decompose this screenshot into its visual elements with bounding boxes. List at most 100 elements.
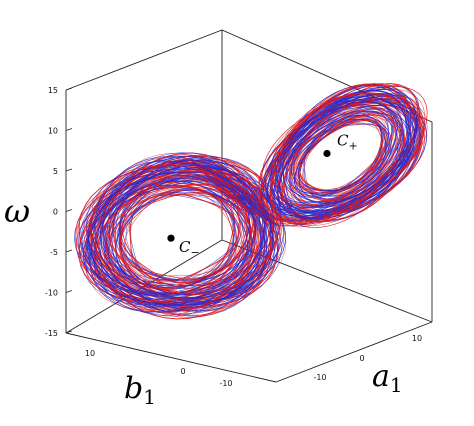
equilibrium-label-main: C xyxy=(179,238,191,256)
omega-tick-mark xyxy=(65,168,73,172)
red-trajectory xyxy=(289,110,405,209)
red-trajectory xyxy=(108,183,248,294)
blue-trajectory xyxy=(291,112,393,200)
omega-tick-label: -15 xyxy=(45,329,58,338)
c-minus-label: C− xyxy=(179,238,200,259)
red-trajectory xyxy=(217,187,266,221)
red-trajectory xyxy=(273,95,422,223)
box-front-left-floor xyxy=(65,332,277,383)
omega-tick-mark xyxy=(65,330,73,334)
red-trajectory xyxy=(121,193,241,286)
omega-tick-label: -5 xyxy=(50,248,58,257)
blue-trajectory xyxy=(303,123,388,196)
blue-trajectory xyxy=(119,192,243,287)
box-front-right-floor xyxy=(275,321,433,383)
red-trajectory xyxy=(90,164,279,313)
b1-tick-label: 10 xyxy=(85,349,95,358)
a1-axis-label-main: a xyxy=(372,359,390,394)
red-trajectory xyxy=(299,120,384,193)
blue-trajectory xyxy=(271,94,408,211)
a1-axis-label: a1 xyxy=(372,359,403,397)
blue-trajectory xyxy=(270,93,409,212)
blue-trajectory xyxy=(107,177,249,287)
red-trajectory xyxy=(271,94,426,226)
blue-trajectory xyxy=(264,88,412,215)
blue-trajectory xyxy=(77,157,267,312)
red-trajectory xyxy=(106,170,269,302)
blue-trajectory xyxy=(278,100,404,208)
red-trajectory xyxy=(130,191,241,282)
red-trajectory xyxy=(274,97,409,213)
red-trajectory xyxy=(270,92,425,225)
a1-tick-label: 0 xyxy=(359,354,364,363)
equilibrium-label-sub: + xyxy=(348,140,357,153)
blue-trajectory xyxy=(86,166,281,317)
blue-trajectory xyxy=(289,110,401,206)
red-trajectory xyxy=(109,175,260,295)
blue-trajectory xyxy=(279,102,417,219)
a1-tick-label: 10 xyxy=(412,334,422,343)
red-trajectory xyxy=(76,154,272,312)
red-trajectory xyxy=(200,170,244,212)
red-trajectory xyxy=(228,194,280,227)
a1-axis-label-sub: 1 xyxy=(390,373,403,397)
red-trajectory xyxy=(283,105,397,202)
c-plus-label: C+ xyxy=(337,132,358,153)
blue-trajectory xyxy=(269,92,409,213)
omega-axis-label: ω xyxy=(4,192,30,230)
blue-trajectory xyxy=(273,96,410,214)
c-plus-point xyxy=(323,149,331,158)
red-trajectory xyxy=(295,116,386,194)
blue-trajectory xyxy=(288,110,389,197)
blue-trajectory xyxy=(80,152,282,307)
equilibrium-label-sub: − xyxy=(190,246,199,259)
blue-trajectory xyxy=(213,183,271,224)
red-trajectory xyxy=(289,110,397,202)
axis-ticks: 15 10 5 0 -5 -10 -15 10 0 -10 -10 0 10 xyxy=(45,86,422,388)
blue-trajectory xyxy=(114,180,257,294)
blue-trajectory xyxy=(272,95,416,217)
red-trajectory xyxy=(200,170,280,227)
blue-trajectory xyxy=(205,175,265,221)
blue-trajectory xyxy=(81,159,271,311)
blue-trajectory xyxy=(260,84,415,216)
red-trajectory xyxy=(120,189,234,279)
red-trajectory xyxy=(191,161,252,215)
red-trajectory xyxy=(286,108,395,202)
red-trajectory xyxy=(292,114,392,200)
blue-trajectory xyxy=(88,165,264,306)
blue-trajectory xyxy=(87,166,266,309)
omega-tick-mark xyxy=(65,290,73,293)
omega-tick-label: 0 xyxy=(53,208,58,217)
red-trajectory xyxy=(119,185,245,284)
blue-trajectory xyxy=(115,180,251,287)
blue-trajectory xyxy=(276,99,406,211)
red-trajectory xyxy=(111,187,251,294)
red-trajectory xyxy=(196,166,232,206)
axis-labels: ω b1 a1 xyxy=(4,192,403,409)
blue-trajectory xyxy=(260,84,421,221)
blue-trajectory xyxy=(125,194,236,281)
red-trajectory xyxy=(109,184,246,292)
blue-trajectory xyxy=(79,159,274,314)
red-trajectory xyxy=(283,105,402,206)
red-trajectory xyxy=(269,92,424,224)
b1-axis-label: b1 xyxy=(124,371,156,409)
blue-trajectory xyxy=(277,99,410,213)
blue-trajectory xyxy=(282,104,414,217)
red-trajectory xyxy=(77,159,274,317)
red-trajectory xyxy=(118,184,248,286)
blue-trajectory xyxy=(104,180,250,296)
equilibrium-label-main: C xyxy=(337,132,349,150)
blue-trajectory xyxy=(84,155,279,306)
blue-trajectory xyxy=(298,119,390,197)
red-trajectory xyxy=(277,100,401,205)
b1-axis-label-main: b xyxy=(124,371,143,406)
omega-tick-mark xyxy=(65,249,73,253)
omega-tick-mark xyxy=(65,128,73,131)
blue-trajectory xyxy=(285,107,398,204)
red-trajectory xyxy=(297,118,383,192)
c-minus-point xyxy=(167,234,175,242)
a1-tick-label: -10 xyxy=(313,373,326,382)
